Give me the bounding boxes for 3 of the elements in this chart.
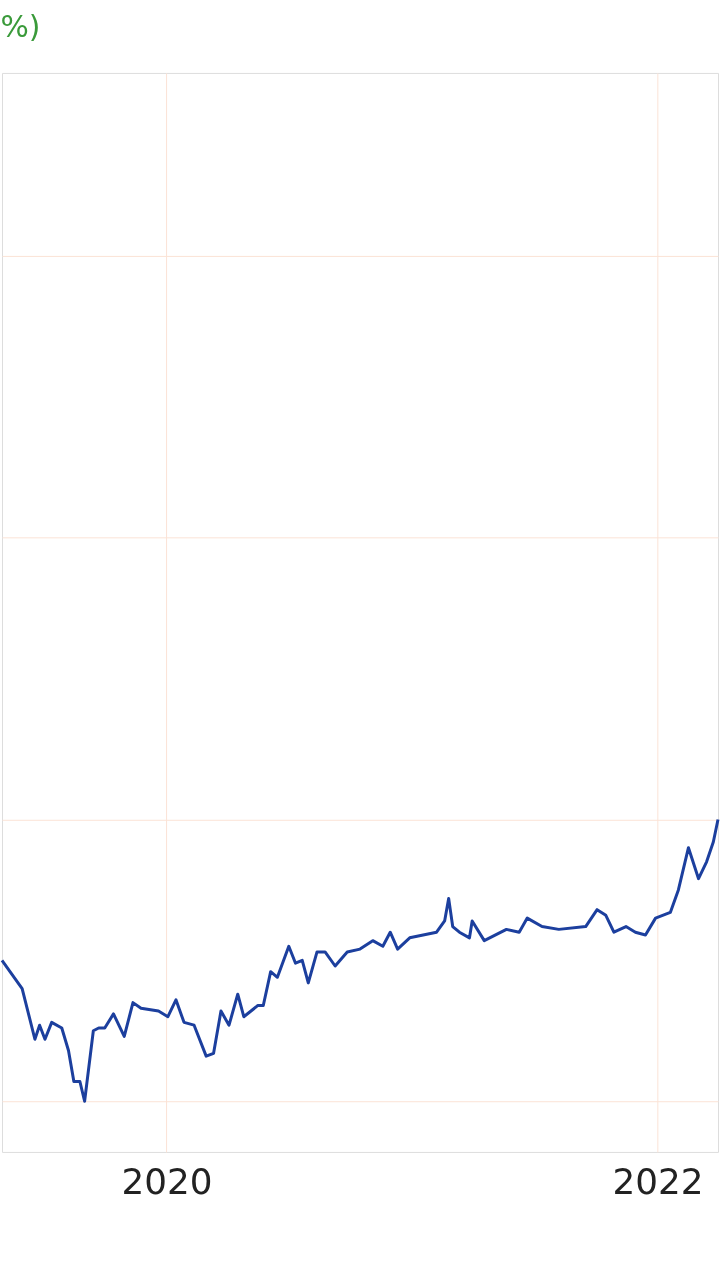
x-tick-label: 2020 — [121, 1161, 213, 1203]
x-tick-label: 2022 — [612, 1161, 704, 1203]
chart-title: %) — [0, 9, 41, 45]
